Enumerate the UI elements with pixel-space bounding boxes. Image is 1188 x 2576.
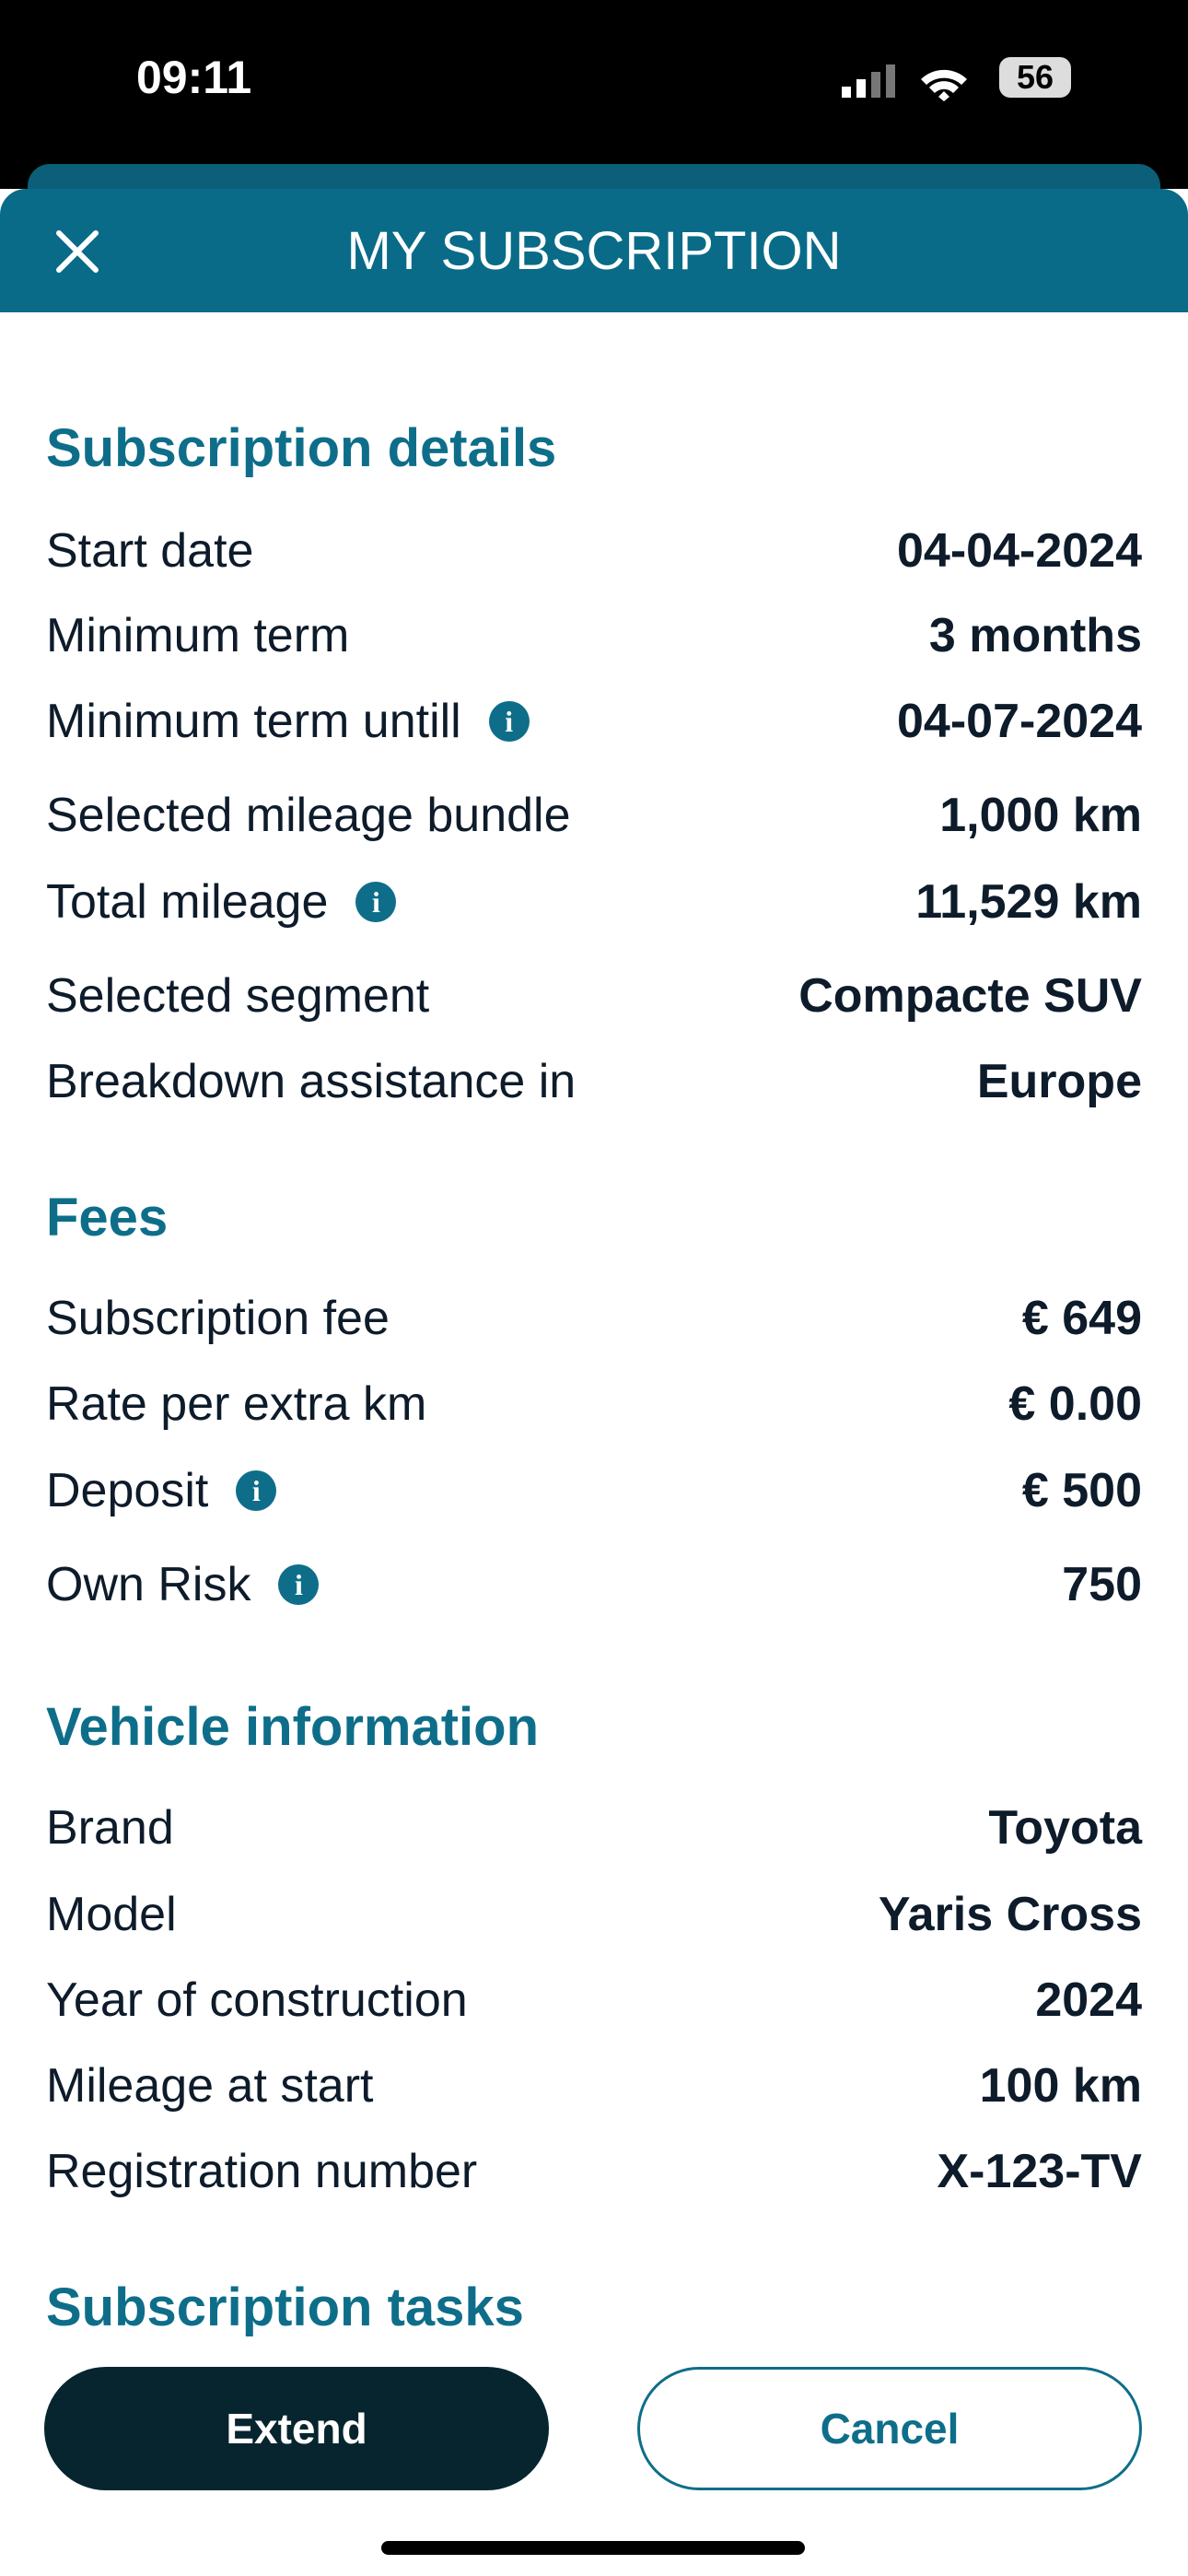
battery: 56 [999, 57, 1071, 98]
label-text: Brand [46, 1801, 174, 1855]
info-icon[interactable]: i [488, 701, 530, 742]
detail-row: Deposit i € 500 [46, 1458, 1142, 1523]
row-value: 04-07-2024 [897, 695, 1142, 748]
header-title: MY SUBSCRIPTION [346, 221, 842, 281]
row-value: € 500 [1021, 1464, 1142, 1517]
row-value: € 0.00 [1008, 1377, 1142, 1431]
row-label: Deposit i [46, 1463, 277, 1518]
row-value: 3 months [928, 609, 1142, 662]
row-label: Rate per extra km [46, 1376, 426, 1432]
info-icon[interactable]: i [278, 1564, 320, 1605]
content: Extend Cancel Subscription details Start … [0, 312, 1188, 2490]
status-icons [842, 64, 967, 101]
row-label: Minimum term [46, 608, 349, 663]
cancel-button[interactable]: Cancel [637, 2367, 1142, 2490]
detail-row: Minimum term untill i 04-07-2024 [46, 689, 1142, 754]
extend-button[interactable]: Extend [44, 2367, 549, 2490]
row-value: X-123-TV [937, 2145, 1142, 2198]
detail-row: Breakdown assistance in Europe [46, 1049, 1142, 1114]
row-label: Subscription fee [46, 1291, 390, 1346]
row-label: Brand [46, 1800, 174, 1856]
row-label: Minimum term untill i [46, 694, 530, 749]
row-label: Start date [46, 523, 253, 579]
label-text: Total mileage [46, 875, 329, 929]
row-value: 1,000 km [939, 789, 1142, 842]
row-value: Europe [976, 1055, 1142, 1108]
row-label: Total mileage i [46, 874, 397, 930]
label-text: Rate per extra km [46, 1377, 427, 1431]
label-text: Subscription fee [46, 1292, 390, 1345]
label-text: Selected segment [46, 969, 430, 1023]
label-text: Breakdown assistance in [46, 1055, 577, 1108]
home-indicator [381, 2541, 805, 2555]
detail-row: Own Risk i 750 [46, 1552, 1142, 1617]
row-value: 750 [1062, 1558, 1142, 1611]
close-button[interactable] [55, 229, 99, 274]
row-label: Selected mileage bundle [46, 788, 571, 843]
detail-row: Brand Toyota [46, 1796, 1142, 1860]
row-label: Registration number [46, 2144, 477, 2199]
detail-row: Total mileage i 11,529 km [46, 870, 1142, 934]
label-text: Registration number [46, 2145, 478, 2198]
row-label: Year of construction [46, 1973, 468, 2028]
detail-row: Subscription fee € 649 [46, 1286, 1142, 1351]
section-heading: Vehicle information [46, 1697, 539, 1757]
detail-row: Selected mileage bundle 1,000 km [46, 783, 1142, 848]
clock: 09:11 [136, 52, 252, 103]
section-heading: Subscription details [46, 418, 557, 478]
label-text: Deposit [46, 1464, 209, 1517]
row-label: Own Risk i [46, 1557, 320, 1612]
label-text: Selected mileage bundle [46, 789, 571, 842]
label-text: Mileage at start [46, 2059, 374, 2113]
detail-row: Model Yaris Cross [46, 1882, 1142, 1947]
header [0, 189, 1188, 312]
section-heading: Fees [46, 1188, 169, 1247]
row-value: 11,529 km [915, 875, 1142, 929]
detail-row: Rate per extra km € 0.00 [46, 1372, 1142, 1436]
label-text: Own Risk [46, 1558, 251, 1611]
label-text: Model [46, 1888, 177, 1941]
row-value: 2024 [1035, 1973, 1142, 2027]
row-value: 100 km [979, 2059, 1142, 2113]
row-value: Compacte SUV [798, 969, 1142, 1023]
row-value: Yaris Cross [878, 1888, 1142, 1941]
detail-row: Mileage at start 100 km [46, 2054, 1142, 2118]
detail-row: Minimum term 3 months [46, 603, 1142, 668]
section-heading: Subscription tasks [46, 2277, 524, 2337]
detail-row: Year of construction 2024 [46, 1968, 1142, 2032]
detail-row: Selected segment Compacte SUV [46, 964, 1142, 1028]
info-icon[interactable]: i [355, 882, 397, 922]
detail-row: Registration number X-123-TV [46, 2139, 1142, 2204]
status-bar: 09:11 56 [0, 0, 1188, 189]
detail-row: Start date 04-04-2024 [46, 519, 1142, 583]
row-value: € 649 [1021, 1292, 1142, 1345]
label-text: Minimum term untill [46, 695, 461, 748]
row-label: Breakdown assistance in [46, 1054, 576, 1109]
row-value: 04-04-2024 [897, 524, 1142, 578]
row-label: Mileage at start [46, 2058, 374, 2113]
info-icon[interactable]: i [236, 1470, 277, 1511]
row-label: Selected segment [46, 968, 429, 1024]
label-text: Year of construction [46, 1973, 468, 2027]
label-text: Minimum term [46, 609, 350, 662]
row-label: Model [46, 1887, 177, 1942]
label-text: Start date [46, 524, 254, 578]
row-value: Toyota [988, 1801, 1142, 1855]
